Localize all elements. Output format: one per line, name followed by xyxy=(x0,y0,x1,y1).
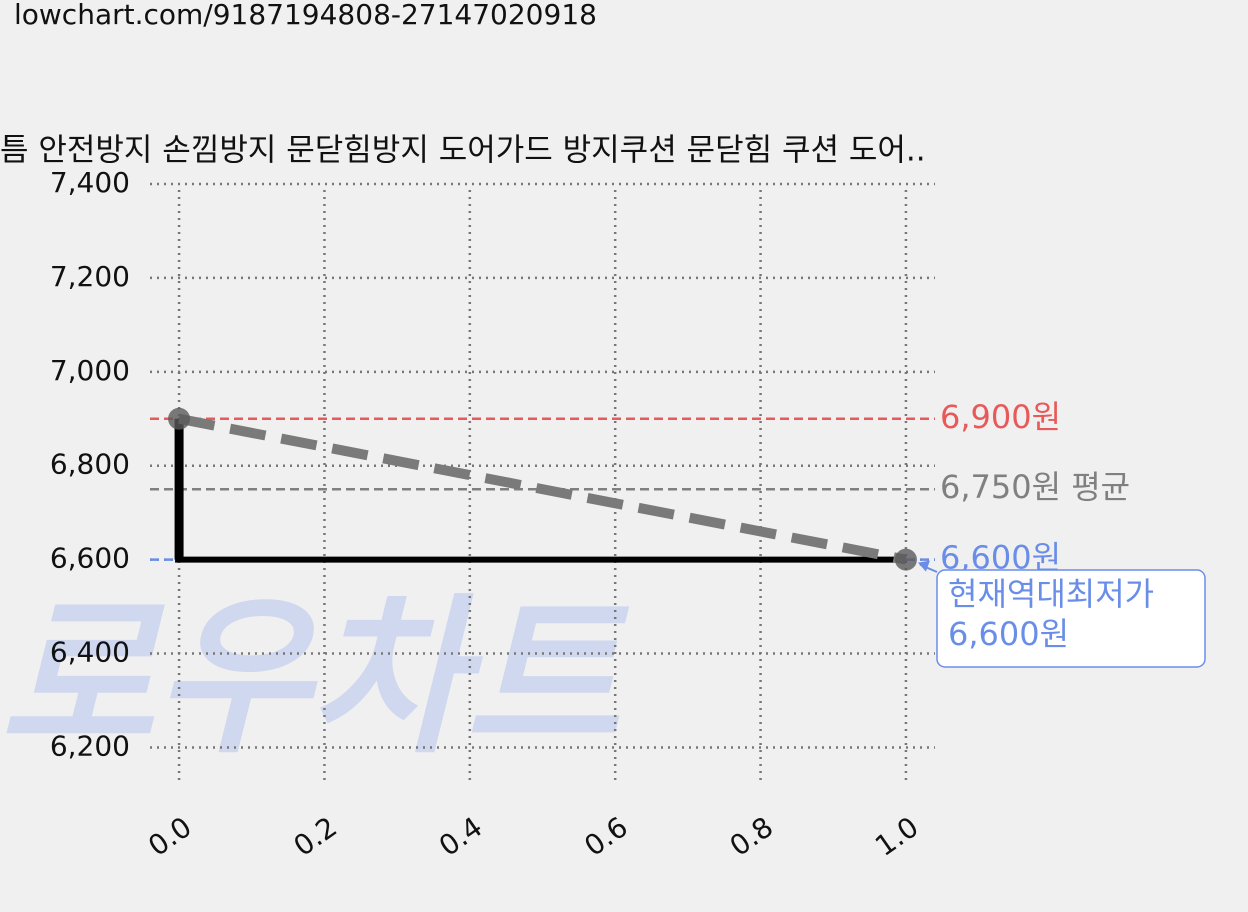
trend-line xyxy=(178,413,907,565)
y-tick-label: 6,600 xyxy=(50,542,130,575)
y-tick-label: 7,000 xyxy=(50,354,130,387)
point xyxy=(894,548,917,571)
annotation-arrowhead xyxy=(917,560,930,572)
y-tick-label: 6,400 xyxy=(50,636,130,669)
point xyxy=(168,407,191,430)
y-tick-label: 7,400 xyxy=(50,166,130,199)
url: lowchart.com/9187194808-27147020918 xyxy=(14,0,597,31)
y-tick-label: 6,800 xyxy=(50,448,130,481)
annotation-text: 6,600원 xyxy=(948,615,1069,653)
y-tick-label: 7,200 xyxy=(50,260,130,293)
reference-label: 6,750원 평균 xyxy=(940,468,1130,506)
watermark: 로우차트 xyxy=(0,579,630,777)
annotation-box xyxy=(936,569,1206,668)
reference-label: 6,900원 xyxy=(940,398,1061,436)
annotation-text: 현재역대최저가 xyxy=(948,575,1154,613)
chart-title: 틈 안전방지 손낌방지 문닫힘방지 도어가드 방지쿠션 문닫힘 쿠션 도어.. xyxy=(0,133,926,169)
y-tick-label: 6,200 xyxy=(50,729,130,762)
